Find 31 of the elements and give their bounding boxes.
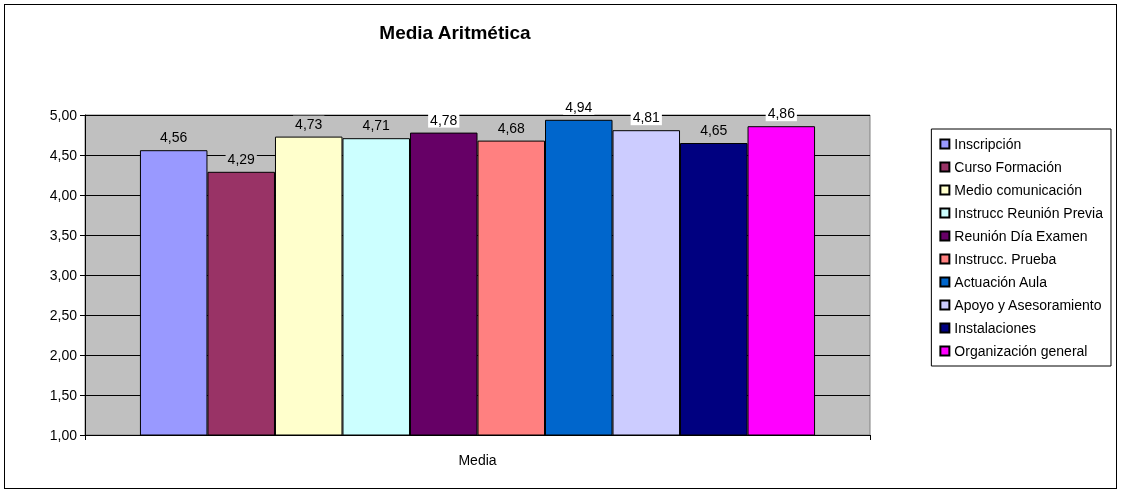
legend-label: Instalaciones bbox=[954, 320, 1037, 336]
legend-label: Medio comunicación bbox=[954, 182, 1082, 198]
y-tick-label: 1,00 bbox=[49, 427, 78, 443]
y-tick-label: 1,50 bbox=[49, 387, 78, 403]
y-tick-label: 2,50 bbox=[49, 307, 78, 323]
legend-label: Reunión Día Examen bbox=[954, 228, 1088, 244]
legend-label: Curso Formación bbox=[954, 159, 1062, 175]
data-label: 4,68 bbox=[497, 119, 526, 136]
data-label: 4,71 bbox=[362, 117, 391, 134]
data-label: 4,81 bbox=[632, 109, 661, 126]
legend-label: Apoyo y Asesoramiento bbox=[954, 297, 1102, 313]
legend-label: Instrucc Reunión Previa bbox=[954, 205, 1104, 221]
y-tick-label: 4,50 bbox=[49, 147, 78, 163]
legend-label: Instrucc. Prueba bbox=[954, 251, 1057, 267]
chart-title: Media Aritmética bbox=[379, 22, 532, 43]
y-tick-label: 4,00 bbox=[49, 187, 78, 203]
y-tick-label: 2,00 bbox=[49, 347, 78, 363]
data-label: 4,56 bbox=[160, 129, 188, 146]
data-label: 4,78 bbox=[430, 111, 458, 128]
legend-label: Actuación Aula bbox=[954, 274, 1048, 290]
data-label: 4,65 bbox=[700, 122, 728, 138]
y-tick-label: 3,50 bbox=[49, 227, 78, 243]
legend-label: Inscripción bbox=[954, 136, 1022, 152]
legend-label: Organización general bbox=[954, 343, 1088, 359]
data-label: 4,86 bbox=[767, 105, 796, 122]
data-label: 4,29 bbox=[227, 150, 256, 167]
y-tick-label: 3,00 bbox=[49, 267, 78, 283]
x-tick-label: Media bbox=[458, 452, 497, 468]
data-label: 4,73 bbox=[295, 115, 323, 132]
y-tick-label: 5,00 bbox=[49, 107, 78, 123]
data-label: 4,94 bbox=[565, 98, 593, 115]
